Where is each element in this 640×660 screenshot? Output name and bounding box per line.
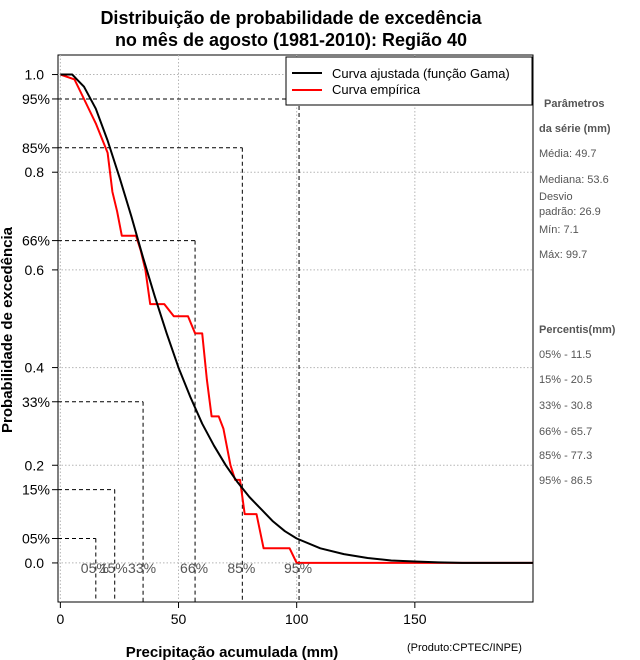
legend-label-fitted: Curva ajustada (função Gama) [332,66,510,81]
chart-title-line2: no mês de agosto (1981-2010): Região 40 [115,30,467,50]
y-tick-label: 0.0 [25,555,45,571]
stats-panel: Parâmetros da série (mm) Média: 49.7 Med… [539,98,611,261]
empirical-curve [60,73,533,564]
stat-sd-line2: padrão: 26.9 [539,206,601,218]
curves [60,73,533,564]
y-tick-label: 0.2 [25,457,45,473]
x-percentile-label: 95% [284,560,312,576]
percentiles-heading: Percentis(mm) [539,324,616,336]
credit-text: (Produto:CPTEC/INPE) [407,642,522,654]
y-percent-tick-label: 33% [22,394,50,410]
y-percent-tick-label: 85% [22,140,50,156]
x-percentile-labels: 05%15% 33% 66% 85% 95% [81,560,312,576]
x-percentile-label: 33% [128,560,156,576]
percentile-item: 95% - 86.5 [539,475,592,487]
stat-median: Mediana: 53.6 [539,174,609,186]
x-percentile-label: 15% [100,560,128,576]
y-tick-label: 0.8 [25,164,45,180]
stats-heading-2: da série (mm) [539,123,611,135]
percentile-item: 15% - 20.5 [539,374,592,386]
plot-border [57,54,534,603]
x-axis-title: Precipitação acumulada (mm) [126,644,339,660]
y-percent-tick-label: 66% [22,233,50,249]
percentile-item: 66% - 65.7 [539,426,592,438]
percentile-item: 85% - 77.3 [539,450,592,462]
legend-label-empirical: Curva empírica [332,82,421,97]
x-percentile-label: 66% [180,560,208,576]
y-percent-tick-label: 95% [22,91,50,107]
y-percent-tick-label: 05% [22,531,50,547]
chart-title-line1: Distribuição de probabilidade de excedên… [100,8,482,28]
stat-mean: Média: 49.7 [539,148,596,160]
percentile-item: 33% - 30.8 [539,400,592,412]
grid [58,55,533,602]
x-percentile-label: 05% [81,560,109,576]
y-tick-label: 0.4 [25,360,45,376]
stat-max: Máx: 99.7 [539,249,587,261]
stats-heading-1: Parâmetros [544,98,605,110]
x-tick-label: 150 [403,611,427,627]
percentile-guides [58,98,300,602]
y-tick-label: 0.6 [25,262,45,278]
x-tick-label: 0 [56,611,64,627]
stat-sd-line1: Desvio [539,191,573,203]
y-tick-label: 1.0 [25,67,45,83]
percentiles-panel: Percentis(mm) 05% - 11.5 15% - 20.5 33% … [539,324,616,487]
legend: Curva ajustada (função Gama) Curva empír… [285,56,533,106]
y-percent-tick-label: 15% [22,482,50,498]
stat-min: Mín: 7.1 [539,224,579,236]
x-ticks: 0 50 100 150 [56,602,427,627]
x-percentile-label: 85% [227,560,255,576]
y-axis-title: Probabilidade de excedência [0,226,16,433]
fitted-gamma-curve [60,73,533,564]
legend-box [285,56,533,106]
x-tick-label: 50 [171,611,187,627]
percentile-item: 05% - 11.5 [539,349,591,361]
y-percent-ticks: 05% 15% 33% 66% 85% 95% [22,91,58,547]
x-tick-label: 100 [285,611,309,627]
y-ticks: 0.0 0.2 0.4 0.6 0.8 1.0 [25,67,58,571]
